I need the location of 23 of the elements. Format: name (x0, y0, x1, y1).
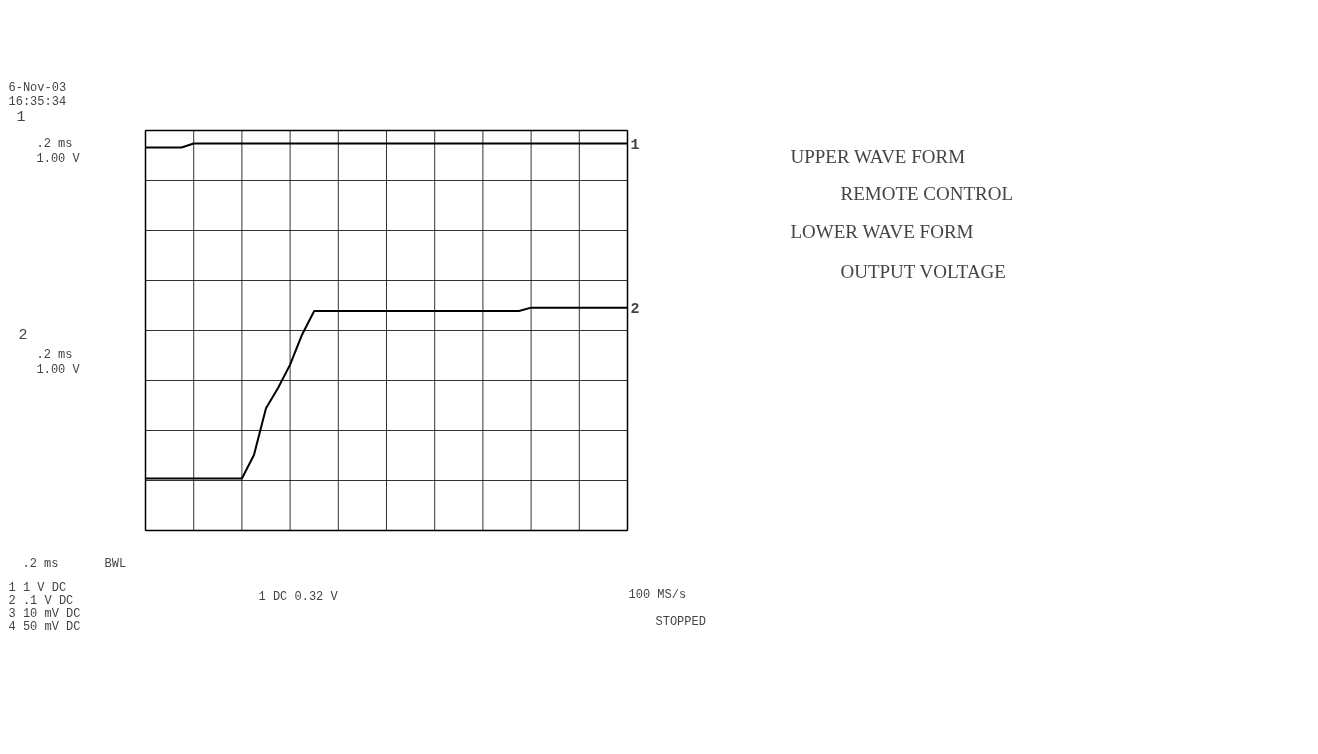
text: 16:35:34 (8, 94, 67, 109)
text: 1.00 V (36, 362, 81, 377)
text: 2 .1 V DC (8, 593, 74, 608)
text: 3 10 mV DC (8, 606, 81, 621)
text: BWL (104, 556, 127, 571)
text: UPPER WAVE FORM (790, 145, 966, 167)
text: REMOTE CONTROL (840, 182, 1014, 204)
series-label: 2 (630, 300, 640, 318)
text: .2 ms (36, 136, 73, 151)
text: 1 1 V DC (8, 580, 67, 595)
text: 2 (18, 326, 28, 344)
series-label: 1 (630, 136, 640, 154)
text: 100 MS/s (628, 587, 687, 602)
text: 1 (16, 108, 26, 126)
text: 6-Nov-03 (8, 80, 67, 95)
text: .2 ms (22, 556, 59, 571)
text: 1 DC 0.32 V (258, 589, 339, 604)
text: 4 50 mV DC (8, 619, 81, 634)
text: STOPPED (655, 614, 706, 629)
text: LOWER WAVE FORM (790, 220, 974, 242)
text: OUTPUT VOLTAGE (840, 260, 1006, 282)
text: 1.00 V (36, 151, 81, 166)
text: .2 ms (36, 347, 73, 362)
